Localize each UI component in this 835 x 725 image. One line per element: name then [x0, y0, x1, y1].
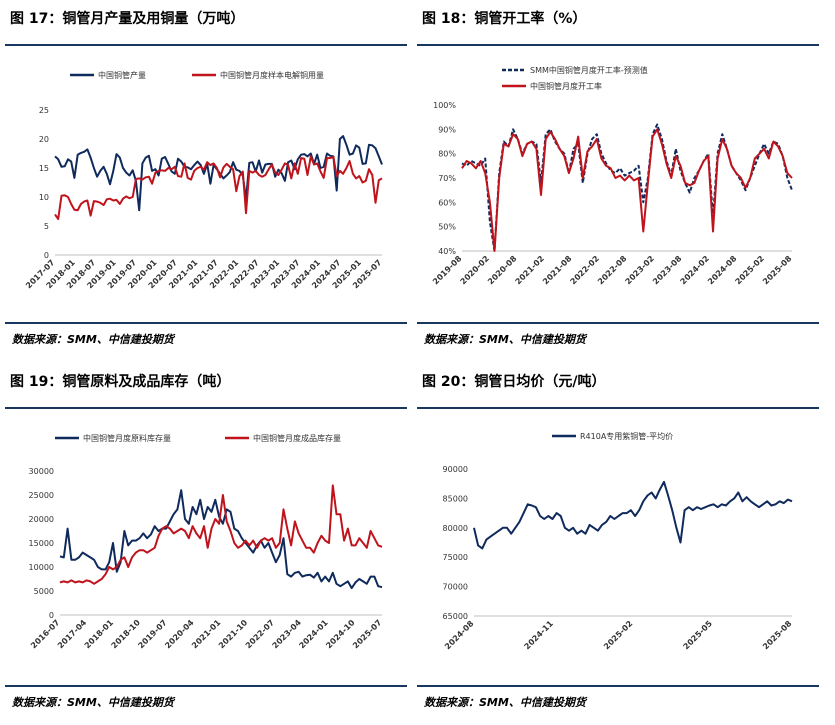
panel-copper-tube-output: 图 17：铜管月产量及用铜量（万吨） 0 5 10 15 20 25 2017-07 2018… — [0, 0, 412, 362]
series-line-1 — [59, 489, 383, 590]
y-tick-label: 100% — [433, 101, 456, 110]
y-tick-label: 10000 — [29, 563, 54, 572]
y-tick-label: 80000 — [443, 524, 468, 533]
legend-item: 中国铜管产量 — [70, 70, 146, 80]
panel-title: 图 17：铜管月产量及用铜量（万吨） — [10, 11, 245, 27]
x-tick-label: 2025-08 — [761, 619, 794, 652]
panel-daily-price: 图 20：铜管日均价（元/吨） 65000 70000 75000 80000 8500… — [412, 363, 824, 725]
top-rule — [417, 407, 819, 409]
x-tick-label: 2020-02 — [459, 254, 491, 286]
legend-item: 中国铜管月度成品库存量 — [225, 433, 341, 443]
legend-item: SMM中国铜管月度开工率-预测值 — [502, 65, 648, 75]
bottom-rule — [417, 685, 819, 687]
source-note: 数据来源：SMM、中信建投期货 — [12, 696, 174, 709]
x-tick-label: 2023-02 — [624, 254, 656, 286]
x-tick-label: 2024-02 — [679, 254, 711, 286]
x-tick-label: 2024-08 — [443, 619, 476, 652]
series-line-1 — [461, 123, 793, 252]
top-rule — [417, 44, 819, 46]
y-tick-label: 90% — [438, 125, 456, 134]
y-tick-label: 80% — [438, 150, 456, 159]
chart-daily-price: 65000 70000 75000 80000 85000 90000 2024-08 202… — [443, 431, 794, 652]
panel-title: 图 18：铜管开工率（%） — [422, 11, 587, 27]
y-tick-label: 0 — [49, 611, 54, 620]
y-tick-label: 70000 — [443, 583, 468, 592]
y-tick-label: 20000 — [29, 515, 54, 524]
y-tick-label: 10 — [39, 193, 49, 202]
chart-operating-rate: 40%50%60%70%80%90%100%2019-082020-022020… — [431, 65, 794, 287]
chart-output: 05101520252017-072018-012018-072019-0120… — [24, 70, 383, 290]
legend-label: 中国铜管月度原料库存量 — [83, 433, 171, 443]
bottom-rule — [5, 685, 407, 687]
source-note: 数据来源：SMM、中信建投期货 — [12, 333, 174, 346]
x-tick-label: 2024-11 — [523, 619, 556, 652]
y-tick-label: 90000 — [443, 465, 468, 474]
x-tick-label: 2025-02 — [734, 254, 766, 286]
y-tick-label: 40% — [438, 247, 456, 256]
x-tick-label: 2025-08 — [761, 254, 794, 287]
y-tick-label: 65000 — [443, 612, 468, 621]
x-tick-label: 2025-05 — [682, 619, 715, 652]
x-tick-label: 2022-02 — [569, 254, 601, 286]
legend-item: 中国铜管月度原料库存量 — [55, 433, 171, 443]
legend-label: 中国铜管产量 — [98, 70, 146, 80]
panel-title: 图 20：铜管日均价（元/吨） — [422, 374, 606, 390]
series-line-2 — [59, 484, 383, 585]
panel-operating-rate: 图 18：铜管开工率（%） 40% 50% 60% 70% 80% 90% 100% 2019… — [412, 0, 824, 362]
x-tick-label: 2025-02 — [602, 619, 634, 651]
series-line-1 — [473, 480, 793, 550]
legend-label: SMM中国铜管月度开工率-预测值 — [530, 65, 648, 75]
series-line-2 — [54, 155, 383, 220]
y-tick-label: 60% — [438, 198, 456, 207]
y-tick-label: 5 — [44, 222, 49, 231]
y-tick-label: 15000 — [29, 539, 54, 548]
series-line-2 — [461, 128, 793, 252]
y-tick-label: 20 — [39, 135, 49, 144]
y-tick-label: 15 — [39, 164, 49, 173]
legend-label: R410A专用紫铜管-平均价 — [580, 431, 673, 441]
legend-label: 中国铜管月度开工率 — [530, 81, 602, 91]
legend-item: 中国铜管月度样本电解铜用量 — [192, 70, 324, 80]
bottom-rule — [5, 322, 407, 324]
legend-item: R410A专用紫铜管-平均价 — [552, 431, 673, 441]
bottom-rule — [417, 322, 819, 324]
y-tick-label: 30000 — [29, 467, 54, 476]
legend-label: 中国铜管月度样本电解铜用量 — [220, 70, 324, 80]
y-tick-label: 85000 — [443, 494, 468, 503]
top-rule — [5, 407, 407, 409]
y-tick-label: 0 — [44, 251, 49, 260]
chart-inventory: 0500010000150002000025000300002016-07201… — [29, 433, 384, 650]
legend-item: 中国铜管月度开工率 — [502, 81, 602, 91]
y-tick-label: 75000 — [443, 553, 468, 562]
top-rule — [5, 44, 407, 46]
panel-inventory: 图 19：铜管原料及成品库存（吨） 0 5000 10000 15000 20000 25… — [0, 363, 412, 725]
y-tick-label: 25000 — [29, 491, 54, 500]
y-tick-label: 5000 — [34, 587, 54, 596]
x-tick-label: 2025-07 — [351, 618, 383, 650]
x-tick-label: 2021-02 — [514, 254, 546, 286]
y-tick-label: 70% — [438, 174, 456, 183]
y-tick-label: 25 — [39, 106, 49, 115]
y-tick-label: 50% — [438, 223, 456, 232]
panel-title: 图 19：铜管原料及成品库存（吨） — [10, 374, 231, 390]
source-note: 数据来源：SMM、中信建投期货 — [424, 696, 586, 709]
legend-label: 中国铜管月度成品库存量 — [253, 433, 341, 443]
source-note: 数据来源：SMM、中信建投期货 — [424, 333, 586, 346]
